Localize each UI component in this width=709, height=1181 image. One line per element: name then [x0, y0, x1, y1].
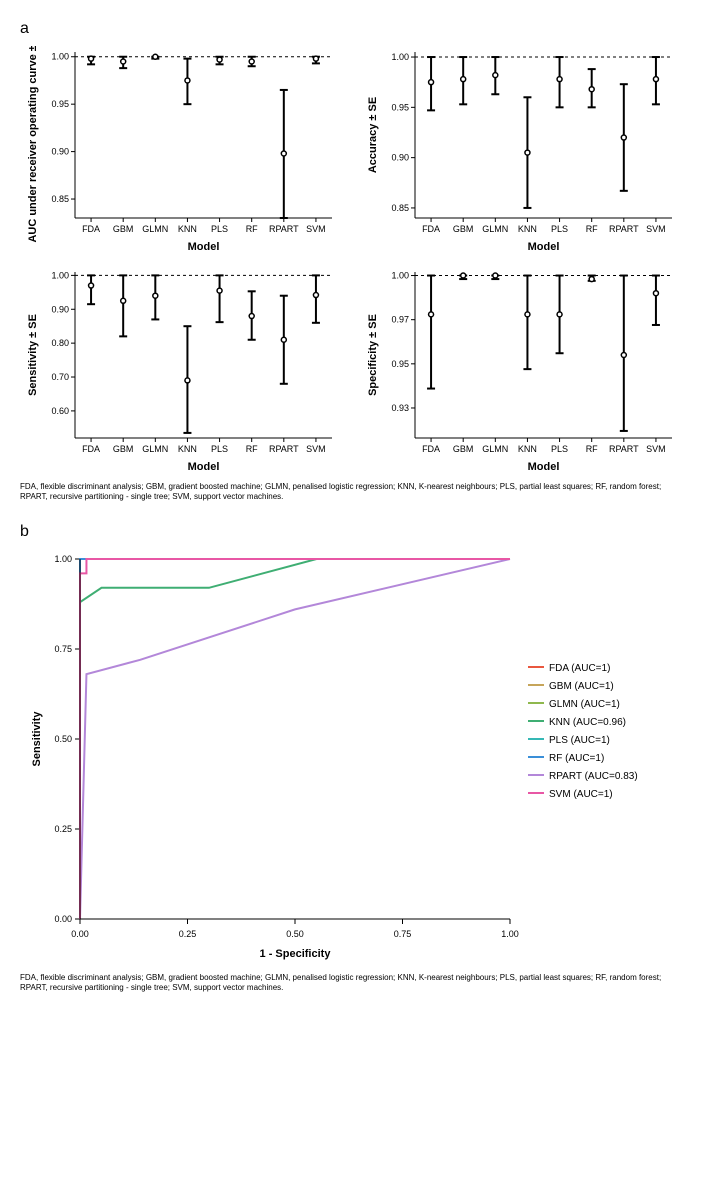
svg-text:PLS: PLS	[551, 224, 568, 234]
svg-text:SVM: SVM	[646, 224, 666, 234]
svg-text:0.75: 0.75	[394, 929, 412, 939]
chart-accuracy-svg: 0.85 0.90 0.95 1.00 FDA GBM GLMN KNN PLS RF RPART S…	[360, 46, 680, 256]
svg-text:GLMN: GLMN	[482, 444, 508, 454]
svg-text:SVM: SVM	[306, 444, 326, 454]
svg-text:0.50: 0.50	[286, 929, 304, 939]
svg-text:1 - Specificity: 1 - Specificity	[260, 948, 332, 960]
svg-text:PLS: PLS	[211, 224, 228, 234]
svg-text:GBM: GBM	[113, 444, 134, 454]
svg-text:Accuracy ± SE: Accuracy ± SE	[367, 97, 379, 173]
svg-text:RPART: RPART	[269, 224, 299, 234]
svg-text:FDA: FDA	[82, 444, 100, 454]
svg-text:KNN: KNN	[178, 444, 197, 454]
svg-text:1.00: 1.00	[501, 929, 519, 939]
svg-text:Model: Model	[188, 241, 220, 253]
panel-b-label: b	[20, 523, 689, 541]
svg-text:KNN: KNN	[178, 224, 197, 234]
svg-text:GLMN (AUC=1): GLMN (AUC=1)	[549, 699, 620, 710]
svg-text:SVM: SVM	[646, 444, 666, 454]
svg-text:0.95: 0.95	[391, 102, 409, 112]
svg-text:0.90: 0.90	[391, 153, 409, 163]
roc-container: 0.00 0.25 0.50 0.75 1.00 0.00 0.25 0.50 0.75 1.00…	[20, 549, 689, 969]
svg-text:GLMN: GLMN	[142, 444, 168, 454]
chart-auc: 0.85 0.90 0.95 1.00 FDA GBM GLMN KNN PLS RF RPART S…	[20, 46, 350, 256]
svg-text:GBM (AUC=1): GBM (AUC=1)	[549, 681, 614, 692]
svg-text:RF: RF	[585, 444, 597, 454]
panel-a-grid: 0.85 0.90 0.95 1.00 FDA GBM GLMN KNN PLS RF RPART S…	[20, 46, 689, 476]
svg-text:FDA: FDA	[422, 224, 440, 234]
svg-text:RF (AUC=1): RF (AUC=1)	[549, 753, 604, 764]
svg-text:KNN: KNN	[517, 444, 536, 454]
svg-text:GBM: GBM	[452, 224, 473, 234]
svg-text:RF: RF	[246, 444, 258, 454]
svg-text:PLS: PLS	[211, 444, 228, 454]
svg-text:AUC under receiver operating c: AUC under receiver operating curve ± SE	[27, 46, 39, 243]
svg-text:FDA (AUC=1): FDA (AUC=1)	[549, 663, 610, 674]
chart-specificity: 0.93 0.95 0.97 1.00 FDA GBM GLMN KNN PLS RF RPART S…	[360, 266, 690, 476]
svg-text:1.00: 1.00	[51, 270, 69, 280]
svg-text:0.60: 0.60	[51, 406, 69, 416]
svg-text:RPART: RPART	[608, 444, 638, 454]
svg-text:KNN (AUC=0.96): KNN (AUC=0.96)	[549, 717, 626, 728]
svg-text:Sensitivity ± SE: Sensitivity ± SE	[27, 314, 39, 396]
svg-text:1.00: 1.00	[391, 271, 409, 281]
svg-text:FDA: FDA	[422, 444, 440, 454]
svg-text:Model: Model	[188, 461, 220, 473]
svg-text:0.90: 0.90	[51, 147, 69, 157]
svg-text:RPART: RPART	[269, 444, 299, 454]
panel-a-caption: FDA, flexible discriminant analysis; GBM…	[20, 482, 680, 503]
svg-text:GBM: GBM	[452, 444, 473, 454]
svg-text:0.85: 0.85	[51, 194, 69, 204]
svg-text:SVM (AUC=1): SVM (AUC=1)	[549, 789, 613, 800]
svg-text:SVM: SVM	[306, 224, 326, 234]
svg-text:0.75: 0.75	[54, 644, 72, 654]
chart-auc-svg: 0.85 0.90 0.95 1.00 FDA GBM GLMN KNN PLS RF RPART S…	[20, 46, 340, 256]
svg-text:RPART (AUC=0.83): RPART (AUC=0.83)	[549, 771, 638, 782]
chart-sensitivity-svg: 0.60 0.70 0.80 0.90 1.00 FDA GBM GLMN KNN PLS RF RP…	[20, 266, 340, 476]
svg-text:0.85: 0.85	[391, 203, 409, 213]
svg-text:1.00: 1.00	[391, 52, 409, 62]
svg-text:RPART: RPART	[608, 224, 638, 234]
svg-text:0.00: 0.00	[54, 914, 72, 924]
svg-text:Sensitivity: Sensitivity	[31, 710, 43, 766]
svg-text:0.90: 0.90	[51, 304, 69, 314]
chart-specificity-svg: 0.93 0.95 0.97 1.00 FDA GBM GLMN KNN PLS RF RPART S…	[360, 266, 680, 476]
svg-text:0.25: 0.25	[54, 824, 72, 834]
svg-text:0.95: 0.95	[391, 359, 409, 369]
svg-text:1.00: 1.00	[54, 554, 72, 564]
svg-text:FDA: FDA	[82, 224, 100, 234]
svg-text:GLMN: GLMN	[482, 224, 508, 234]
svg-text:Specificity ± SE: Specificity ± SE	[367, 314, 379, 396]
svg-text:1.00: 1.00	[51, 52, 69, 62]
svg-text:RF: RF	[246, 224, 258, 234]
svg-text:0.93: 0.93	[391, 403, 409, 413]
svg-text:Model: Model	[527, 241, 559, 253]
svg-text:RF: RF	[585, 224, 597, 234]
svg-text:0.25: 0.25	[179, 929, 197, 939]
svg-text:PLS: PLS	[551, 444, 568, 454]
svg-text:0.00: 0.00	[71, 929, 89, 939]
svg-text:Model: Model	[527, 461, 559, 473]
svg-text:0.70: 0.70	[51, 372, 69, 382]
chart-sensitivity: 0.60 0.70 0.80 0.90 1.00 FDA GBM GLMN KNN PLS RF RP…	[20, 266, 350, 476]
chart-accuracy: 0.85 0.90 0.95 1.00 FDA GBM GLMN KNN PLS RF RPART S…	[360, 46, 690, 256]
panel-b-caption: FDA, flexible discriminant analysis; GBM…	[20, 973, 680, 994]
svg-text:0.50: 0.50	[54, 734, 72, 744]
svg-text:0.95: 0.95	[51, 99, 69, 109]
svg-text:GLMN: GLMN	[142, 224, 168, 234]
svg-text:KNN: KNN	[517, 224, 536, 234]
roc-svg: 0.00 0.25 0.50 0.75 1.00 0.00 0.25 0.50 0.75 1.00…	[20, 549, 680, 969]
svg-text:0.97: 0.97	[391, 315, 409, 325]
svg-text:GBM: GBM	[113, 224, 134, 234]
svg-text:PLS (AUC=1): PLS (AUC=1)	[549, 735, 610, 746]
svg-text:0.80: 0.80	[51, 338, 69, 348]
panel-a-label: a	[20, 20, 689, 38]
